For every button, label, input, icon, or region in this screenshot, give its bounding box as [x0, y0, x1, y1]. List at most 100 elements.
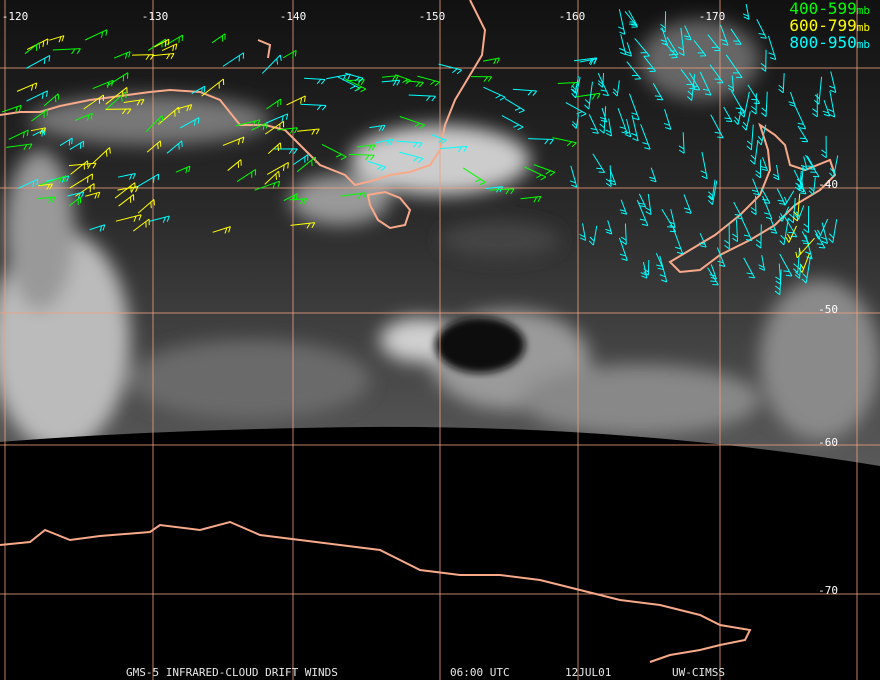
wind-barb — [6, 143, 33, 151]
wind-barb — [782, 190, 795, 206]
legend-entry: 400-599mb — [789, 0, 870, 18]
wind-barb — [629, 93, 640, 121]
wind-barb — [105, 108, 132, 115]
wind-barb — [727, 75, 735, 92]
wind-barb — [345, 72, 364, 83]
wind-barb — [344, 78, 367, 93]
wind-barb — [732, 219, 739, 243]
wind-barb — [75, 112, 93, 121]
wind-barb — [356, 144, 376, 151]
wind-barb — [236, 168, 257, 182]
wind-barb — [31, 109, 48, 122]
wind-barb — [16, 82, 38, 92]
lon-label: -140 — [280, 10, 307, 23]
wind-barb — [37, 196, 56, 203]
wind-barb — [683, 194, 692, 214]
wind-barb — [132, 54, 155, 60]
wind-barb — [579, 223, 587, 241]
wind-barb — [725, 54, 743, 79]
wind-barb — [688, 72, 701, 91]
wind-barb — [297, 128, 320, 135]
wind-barb — [767, 35, 777, 61]
wind-barb — [708, 180, 718, 205]
wind-barb — [296, 156, 317, 173]
lat-label: -70 — [818, 584, 838, 597]
wind-barb — [707, 179, 716, 201]
wind-barb — [755, 224, 762, 249]
wind-barb — [293, 154, 309, 165]
wind-barb — [792, 193, 801, 222]
wind-barb — [750, 139, 759, 165]
wind-barb — [700, 151, 708, 180]
wind-barb — [626, 61, 642, 80]
wind-barb — [660, 27, 669, 46]
wind-barb — [211, 33, 226, 44]
wind-barb — [115, 214, 142, 222]
wind-barb — [408, 94, 436, 102]
lon-label: -130 — [142, 10, 169, 23]
wind-barb — [92, 79, 114, 90]
wind-barb — [760, 157, 769, 172]
wind-barb — [369, 124, 386, 132]
wind-barb — [399, 116, 425, 129]
wind-barb — [67, 191, 85, 199]
wind-barb — [504, 98, 525, 114]
wind-barb — [106, 72, 129, 87]
wind-barb — [584, 81, 593, 110]
wind-barb — [608, 169, 617, 186]
wind-barb — [597, 72, 610, 97]
wind-barb — [575, 92, 601, 100]
wind-barb — [85, 191, 101, 199]
wind-barb — [794, 106, 807, 130]
wind-barb — [114, 182, 136, 199]
wind-barb — [801, 256, 811, 284]
wind-barbs — [1, 3, 839, 296]
wind-barb — [820, 222, 828, 244]
wind-barb — [92, 147, 111, 164]
wind-barb — [264, 170, 280, 185]
wind-barb — [828, 219, 838, 244]
wind-barb — [739, 91, 750, 118]
wind-barb — [808, 177, 816, 196]
footer-text: 12JUL01 — [565, 666, 611, 679]
legend-entry: 800-950mb — [789, 33, 870, 52]
wind-barb — [399, 151, 424, 163]
wind-barb — [68, 162, 97, 170]
wind-barb — [105, 91, 127, 111]
wind-barb — [17, 178, 39, 189]
wind-barb — [381, 79, 401, 86]
wind-barb — [663, 109, 672, 130]
wind-barb — [105, 87, 128, 105]
wind-barb — [176, 104, 193, 112]
wind-barb — [778, 73, 785, 94]
wind-barb — [267, 142, 282, 155]
wind-barb — [643, 56, 656, 72]
wind-barb — [166, 34, 184, 46]
wind-barb — [396, 140, 423, 148]
wind-barb — [265, 113, 289, 124]
wind-barb — [794, 205, 805, 220]
wind-barb — [716, 247, 726, 267]
australia-coast — [0, 0, 487, 187]
wind-barb — [32, 128, 46, 137]
footer-text: 06:00 UTC — [450, 666, 510, 679]
wind-barb — [166, 140, 183, 154]
wind-barb — [709, 264, 717, 280]
wind-barb — [684, 25, 692, 41]
wind-barb — [135, 173, 160, 189]
wind-barb — [43, 93, 60, 107]
wind-barb — [588, 225, 598, 246]
wind-barb — [569, 165, 578, 188]
wind-barb — [720, 24, 729, 46]
tasmania-coast — [366, 190, 412, 230]
wind-barb — [489, 188, 515, 195]
wind-barb — [212, 226, 231, 234]
wind-barb — [605, 118, 613, 137]
footer-text: UW-CIMSS — [672, 666, 725, 679]
wind-barb — [588, 114, 599, 134]
new-zealand-coast — [668, 122, 837, 274]
wind-barb — [300, 103, 327, 111]
wind-barb — [680, 68, 696, 89]
